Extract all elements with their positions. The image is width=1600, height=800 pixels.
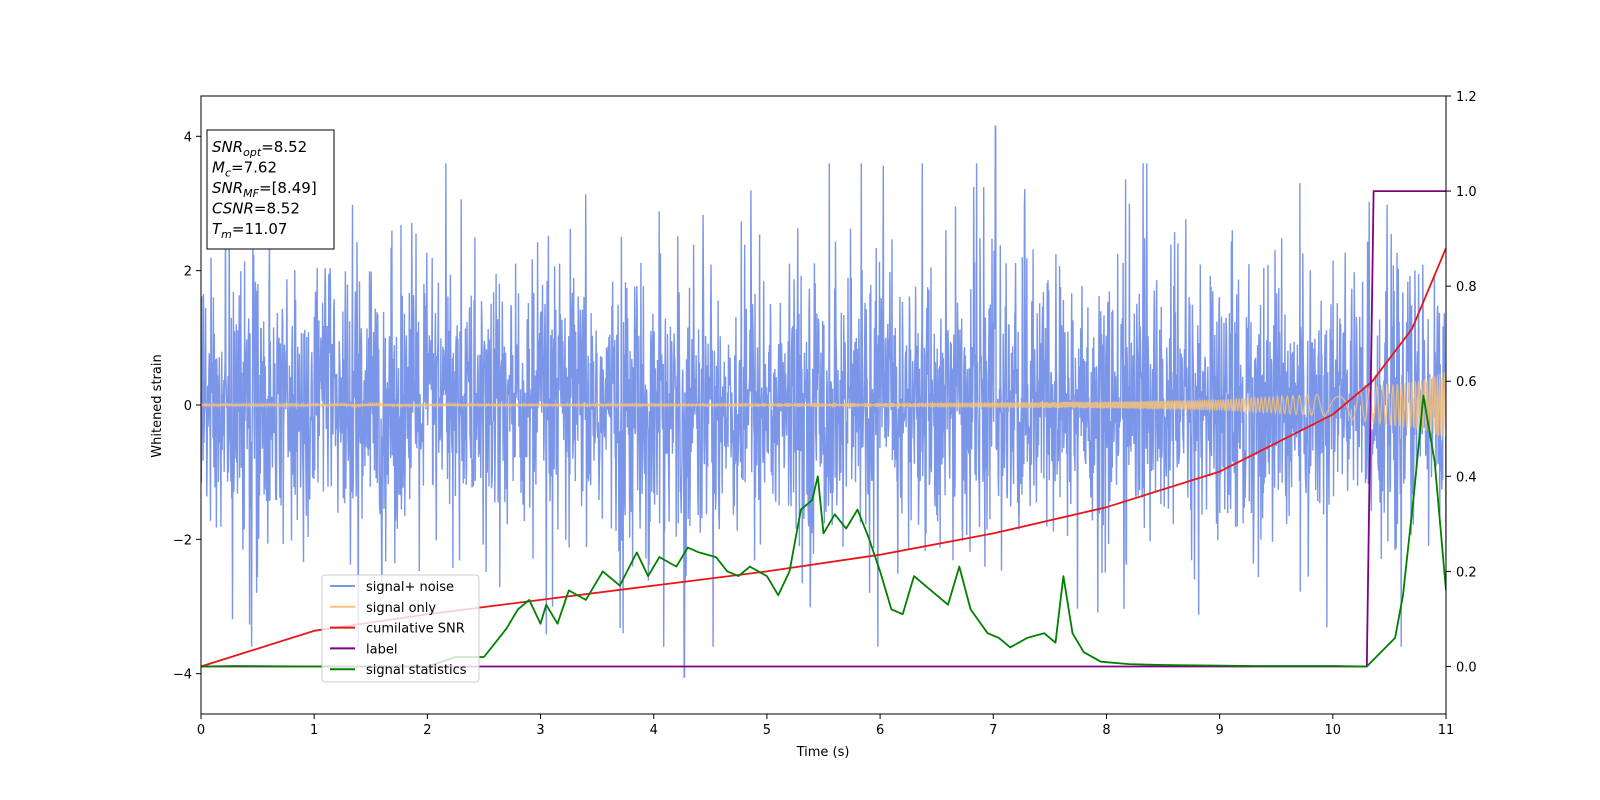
x-tick-label: 8 xyxy=(1102,723,1110,738)
x-tick-label: 7 xyxy=(989,723,997,738)
y-axis-label: Whitened strain xyxy=(150,354,165,457)
y-tick-label: 4 xyxy=(184,130,192,145)
legend-frame xyxy=(321,574,480,683)
y2-tick-label: 1.2 xyxy=(1456,90,1477,105)
x-axis-label: Time (s) xyxy=(796,745,850,760)
info-box-line: SNRMF=[8.49] xyxy=(212,179,317,200)
x-tick-label: 11 xyxy=(1438,723,1455,738)
legend: signal+ noise signal only cumilative SNR la… xyxy=(321,574,480,683)
x-tick-label: 5 xyxy=(763,723,771,738)
legend-label: signal statistics xyxy=(366,663,467,678)
info-box-line: Mc=7.62 xyxy=(212,159,277,180)
y2-tick-label: 1.0 xyxy=(1456,185,1477,200)
legend-label: signal+ noise xyxy=(366,580,454,595)
legend-label: signal only xyxy=(366,601,436,616)
y-tick-label: 2 xyxy=(184,265,192,280)
y2-tick-label: 0.6 xyxy=(1456,375,1477,390)
x-tick-label: 1 xyxy=(310,723,318,738)
legend-label: label xyxy=(366,642,397,657)
series-signal-only-line xyxy=(201,371,1446,437)
y2-tick-label: 0.0 xyxy=(1456,660,1477,675)
series-signal-statistics-line xyxy=(201,394,1446,668)
series-label-line xyxy=(201,190,1446,668)
y-tick-label: −4 xyxy=(173,668,192,683)
info-box-line: CSNR=8.52 xyxy=(212,200,300,218)
x-tick-label: 9 xyxy=(1215,723,1223,738)
y2-tick-label: 0.2 xyxy=(1456,565,1477,580)
x-tick-label: 3 xyxy=(536,723,544,738)
info-box-line: Tm=11.07 xyxy=(212,220,287,241)
axes: 0 1 2 3 4 5 6 7 8 9 10 11 −4 −2 0 2 4 0.0 0.2 0.4 0.6 0.8 1.0 1… xyxy=(173,90,1477,738)
x-tick-label: 0 xyxy=(197,723,205,738)
legend-label: cumilative SNR xyxy=(366,622,465,637)
x-tick-label: 2 xyxy=(423,723,431,738)
y-tick-label: −2 xyxy=(173,533,192,548)
info-box-line: SNRopt=8.52 xyxy=(212,138,307,159)
x-tick-label: 10 xyxy=(1325,723,1342,738)
x-tick-label: 4 xyxy=(650,723,658,738)
y2-tick-label: 0.4 xyxy=(1456,470,1477,485)
y-tick-label: 0 xyxy=(184,399,192,414)
y2-tick-label: 0.8 xyxy=(1456,280,1477,295)
info-box-frame xyxy=(206,129,335,250)
x-tick-label: 6 xyxy=(876,723,884,738)
series-signal-noise-line xyxy=(201,125,1446,678)
